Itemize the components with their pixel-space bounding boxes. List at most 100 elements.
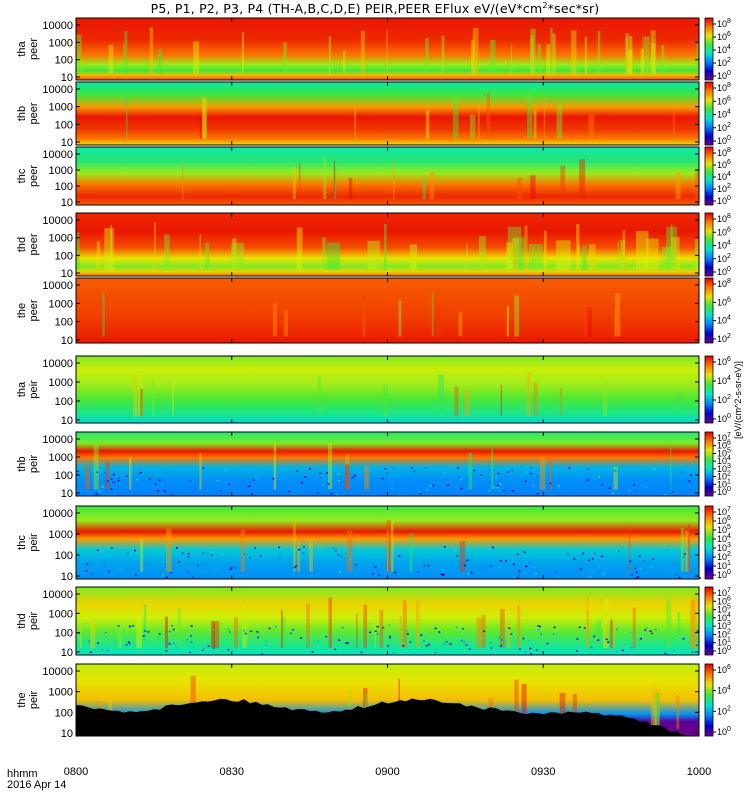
panel-label-probe: tha <box>16 40 28 56</box>
panel-label-species: peer <box>28 38 40 60</box>
y-tick-label: 10000 <box>42 215 73 227</box>
colorbar-tick-label: 100 <box>717 569 731 580</box>
panel-label-probe: thd <box>16 613 28 628</box>
panel-thb-peer: 10 100 1000 10000 thb peer 100 102 104 106 108 <box>16 81 731 149</box>
y-tick-label: 10 <box>61 72 73 84</box>
no-data-region <box>76 698 699 736</box>
colorbar <box>704 586 714 656</box>
y-tick-label: 100 <box>55 470 73 482</box>
panel-the-peir: 10 100 1000 10000 the peir 100 102 104 106 <box>16 663 731 740</box>
colorbar <box>704 212 714 277</box>
y-tick-label: 1000 <box>49 452 73 464</box>
y-tick-label: 100 <box>55 707 73 719</box>
colorbar-tick-label: 102 <box>717 551 731 562</box>
colorbar-tick-label: 104 <box>717 240 731 251</box>
panel-tha-peer: 10 100 1000 10000 tha peer 100 102 104 106 108 <box>16 17 731 84</box>
colorbar-tick-label: 102 <box>717 253 731 264</box>
spectrogram-texture <box>133 372 682 417</box>
colorbar-tick-label: 102 <box>717 471 731 482</box>
y-tick-label: 10 <box>61 197 73 209</box>
colorbar-tick-label: 106 <box>717 296 731 307</box>
y-tick-label: 10000 <box>42 84 73 96</box>
x-axis-date-label: 2016 Apr 14 <box>7 779 67 791</box>
spectrogram-fill <box>76 587 699 655</box>
title-tail: *sec*sr) <box>547 1 600 17</box>
title-superscript: 2 <box>542 1 548 10</box>
colorbar-tick-label: 102 <box>717 57 731 68</box>
y-tick-label: 10 <box>61 728 73 740</box>
colorbar-tick-label: 106 <box>717 664 731 675</box>
colorbar-tick-label: 107 <box>717 432 731 443</box>
colorbar-tick-label: 104 <box>717 171 731 182</box>
colorbar-tick-label: 104 <box>717 375 731 386</box>
colorbar-tick-label: 104 <box>717 44 731 55</box>
colorbar-tick-label: 108 <box>717 147 731 158</box>
y-tick-label: 100 <box>55 55 73 67</box>
colorbar-tick-label: 103 <box>717 620 731 631</box>
y-tick-label: 10000 <box>42 280 73 292</box>
y-tick-label: 100 <box>55 317 73 329</box>
colorbar-tick-label: 100 <box>717 726 731 737</box>
colorbar-tick-label: 106 <box>717 515 731 526</box>
y-tick-label: 10000 <box>42 666 73 678</box>
y-tick-label: 10 <box>61 335 73 347</box>
panel-label-probe: tha <box>16 381 28 397</box>
x-tick-label: 0900 <box>375 766 399 778</box>
y-tick-label: 10000 <box>42 149 73 161</box>
y-tick-label: 10 <box>61 268 73 280</box>
chart-title: P5, P1, P2, P3, P4 (TH-A,B,C,D,E) PEIR,P… <box>0 1 750 16</box>
panel-tha-peir: 10 100 1000 10000 tha peir 100 102 104 106 <box>16 355 731 427</box>
colorbar <box>704 355 714 424</box>
spectrogram-texture <box>182 155 699 200</box>
panel-label-probe: thb <box>16 456 28 471</box>
colorbar-tick-label: 106 <box>717 356 731 367</box>
colorbar-tick-label: 102 <box>717 122 731 133</box>
colorbar-tick-label: 102 <box>717 333 731 344</box>
y-tick-label: 10 <box>61 415 73 427</box>
panel-label-species: peir <box>28 533 40 552</box>
panel-label-species: peir <box>28 690 40 709</box>
panel-label-species: peir <box>28 611 40 630</box>
spectrogram-fill <box>76 432 699 496</box>
colorbar-tick-label: 105 <box>717 447 731 458</box>
spectrogram-texture <box>76 27 699 74</box>
y-tick-label: 100 <box>55 550 73 562</box>
colorbar <box>704 146 714 206</box>
panel-label-species: peer <box>28 165 40 187</box>
spectrogram-texture <box>126 92 675 139</box>
colorbar-tick-label: 103 <box>717 463 731 474</box>
spectrogram-fill <box>76 147 699 205</box>
colorbar-tick-label: 100 <box>717 135 731 146</box>
y-tick-label: 1000 <box>49 608 73 620</box>
colorbar-tick-label: 100 <box>717 645 731 656</box>
panel-label-probe: thd <box>16 237 28 252</box>
y-tick-label: 100 <box>55 396 73 408</box>
y-tick-label: 100 <box>55 181 73 193</box>
colorbar-tick-label: 102 <box>717 183 731 194</box>
colorbar-tick-label: 101 <box>717 560 731 571</box>
colorbar-tick-label: 106 <box>717 440 731 451</box>
y-tick-label: 1000 <box>49 165 73 177</box>
spectrogram-texture <box>76 442 696 497</box>
x-tick-label: 0800 <box>64 766 88 778</box>
y-tick-label: 10000 <box>42 589 73 601</box>
x-tick-label: 0930 <box>531 766 555 778</box>
colorbar <box>704 81 714 146</box>
x-tick-label: 0830 <box>220 766 244 778</box>
spectrogram-fill <box>76 278 699 343</box>
panel-label-species: peer <box>28 233 40 255</box>
spectrogram-fill <box>76 506 699 579</box>
panel-label-probe: thb <box>16 106 28 121</box>
y-tick-label: 10000 <box>42 508 73 520</box>
y-tick-label: 100 <box>55 628 73 640</box>
x-axis-format-label: hhmm <box>7 768 38 780</box>
panel-label-probe: the <box>16 303 28 318</box>
y-tick-label: 1000 <box>49 233 73 245</box>
colorbar-tick-label: 107 <box>717 506 731 517</box>
colorbar-tick-label: 104 <box>717 455 731 466</box>
colorbar-tick-label: 105 <box>717 604 731 615</box>
